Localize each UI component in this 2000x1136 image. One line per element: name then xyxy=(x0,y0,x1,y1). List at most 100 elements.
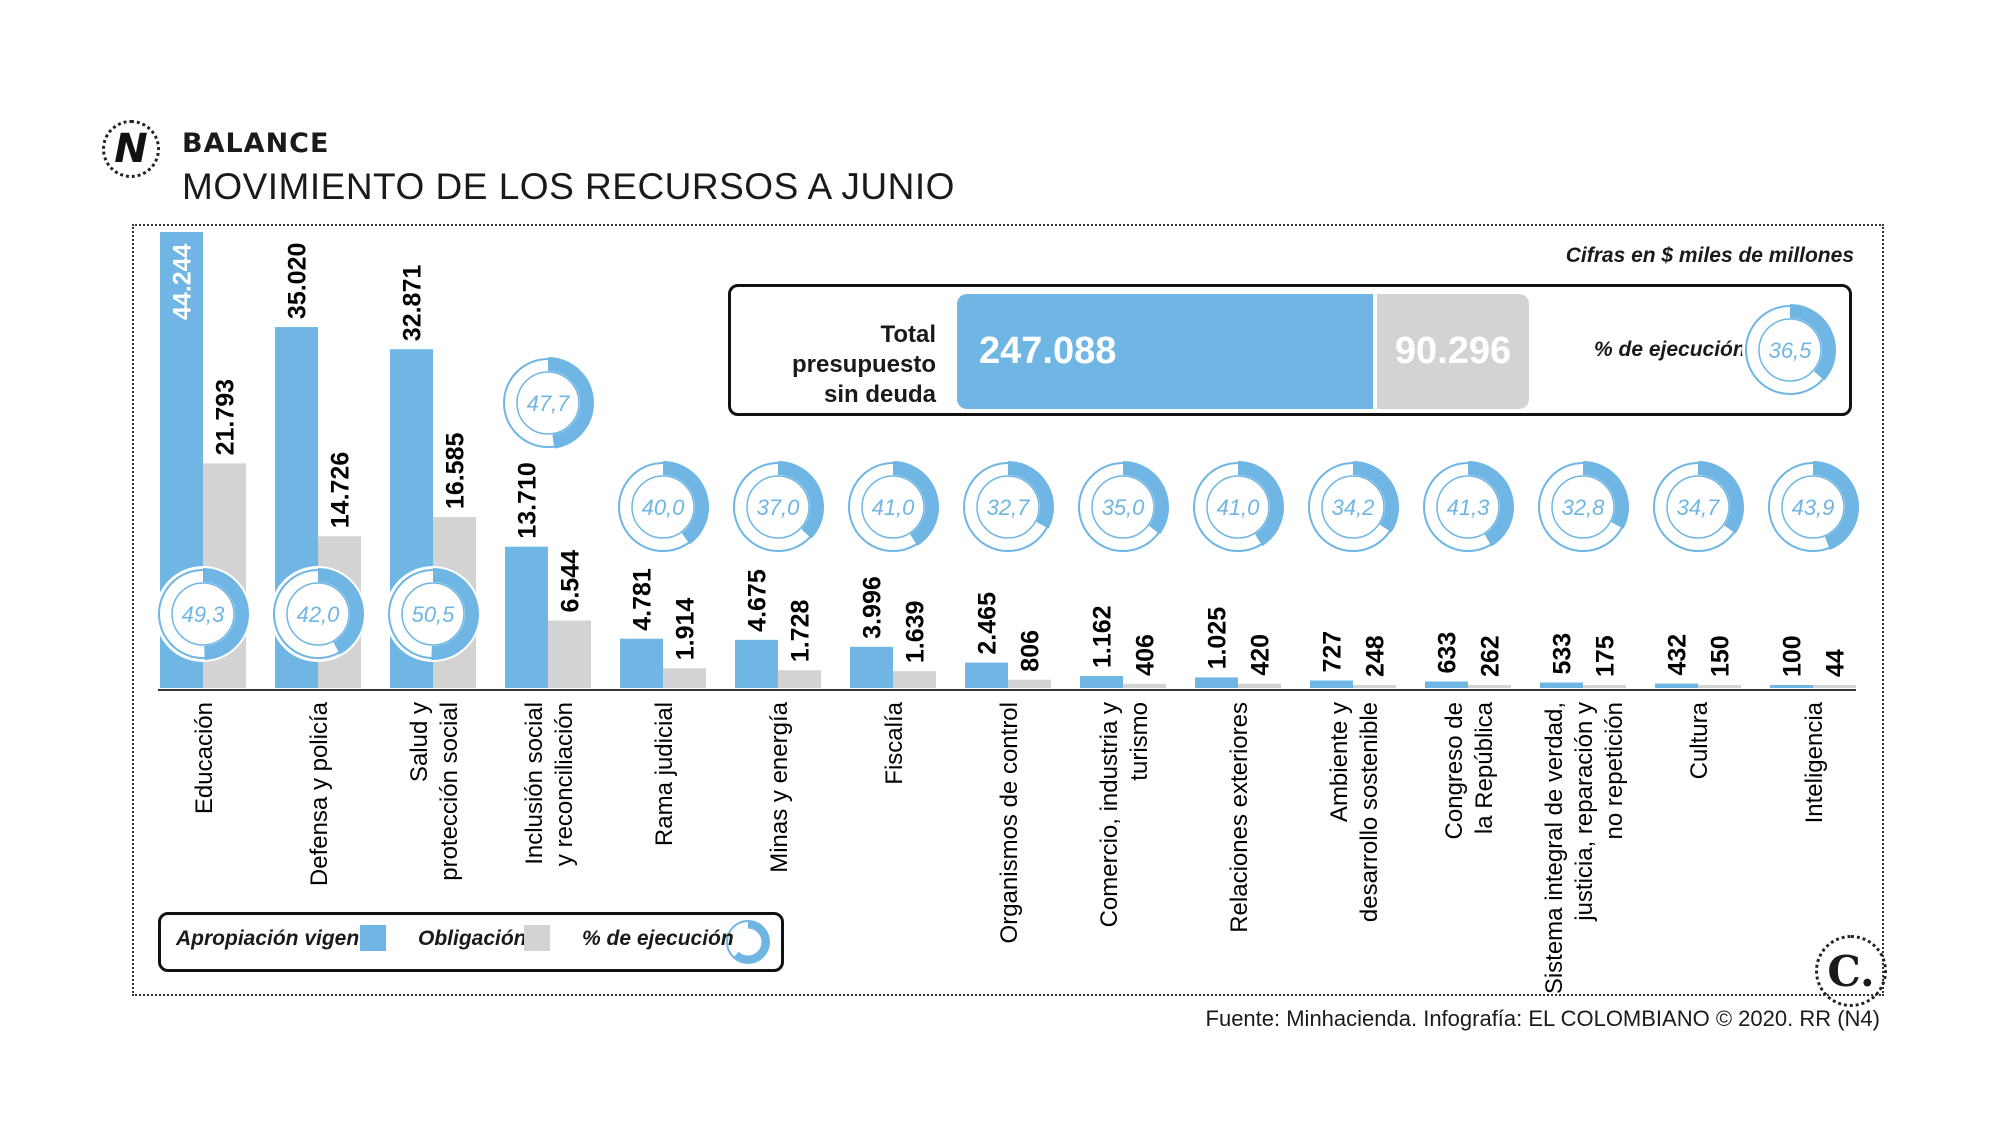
category-label: protección social xyxy=(436,702,463,881)
bar-obligacion xyxy=(1698,685,1741,688)
category-label: Relaciones exteriores xyxy=(1226,702,1253,933)
category-label: Organismos de control xyxy=(996,702,1023,943)
legend-obligacion-swatch xyxy=(524,925,550,951)
pct-donut-inner xyxy=(1436,475,1500,539)
value-label-apropiacion: 13.710 xyxy=(514,462,542,538)
bar-apropiacion xyxy=(620,638,663,688)
legend-obligacion-label: Obligación xyxy=(418,927,527,950)
value-label-apropiacion: 35.020 xyxy=(284,243,312,319)
pct-donut-arc xyxy=(157,568,249,660)
pct-donut-inner xyxy=(1321,475,1385,539)
total-pct-label: % de ejecución xyxy=(1594,338,1746,361)
pct-donut-label: 42,0 xyxy=(297,602,341,627)
category-label: Sistema integral de verdad, xyxy=(1541,702,1568,994)
pct-donut-label: 37,0 xyxy=(757,495,801,520)
section-logo-icon: N xyxy=(102,120,160,178)
pct-donut-arc xyxy=(1307,461,1399,553)
value-label-apropiacion: 533 xyxy=(1549,633,1577,675)
total-label: Total presupuesto sin deuda xyxy=(740,320,936,410)
source-note: Fuente: Minhacienda. Infografía: EL COLO… xyxy=(1205,1006,1880,1031)
pct-donut-inner xyxy=(516,371,580,435)
total-label-line1: Total presupuesto xyxy=(791,321,936,378)
pct-donut-inner xyxy=(1091,475,1155,539)
pct-donut-label: 41,0 xyxy=(872,495,916,520)
pct-donut-inner xyxy=(861,475,925,539)
pct-donut-inner xyxy=(1551,475,1615,539)
value-label-obligacion: 1.639 xyxy=(902,601,930,664)
bar-obligacion xyxy=(778,670,821,688)
section-kicker: BALANCE xyxy=(182,128,330,159)
legend-apropiacion-swatch xyxy=(360,925,386,951)
category-label: Salud y xyxy=(406,702,433,782)
value-label-obligacion: 406 xyxy=(1132,634,1160,676)
legend-pct-label: % de ejecución xyxy=(582,927,734,950)
total-summary-box xyxy=(728,284,1852,416)
bar-obligacion xyxy=(1468,685,1511,688)
value-label-apropiacion: 432 xyxy=(1664,634,1692,676)
bar-apropiacion xyxy=(1080,676,1123,688)
pct-donut-arc xyxy=(1077,461,1169,553)
value-label-obligacion: 420 xyxy=(1247,634,1275,676)
total-apropiacion-bar: 247.088 xyxy=(957,294,1373,409)
legend xyxy=(158,912,784,972)
pct-donut-inner xyxy=(171,582,235,646)
pct-donut-label: 41,3 xyxy=(1447,495,1491,520)
total-pct-donut-arc xyxy=(1744,304,1836,396)
value-label-apropiacion: 4.781 xyxy=(629,568,657,631)
pct-donut-inner xyxy=(976,475,1040,539)
total-label-line2: sin deuda xyxy=(823,381,936,408)
value-label-obligacion: 248 xyxy=(1362,635,1390,677)
chart-title: MOVIMIENTO DE LOS RECURSOS A JUNIO xyxy=(182,166,955,207)
bar-apropiacion xyxy=(850,646,893,688)
legend-donut-arc xyxy=(727,921,769,963)
value-label-obligacion: 44 xyxy=(1822,649,1850,677)
category-label: Minas y energía xyxy=(766,701,793,872)
pct-donut-inner xyxy=(1666,475,1730,539)
category-label: Educación xyxy=(191,702,218,814)
value-label-obligacion: 262 xyxy=(1477,635,1505,677)
pct-donut-label: 50,5 xyxy=(412,602,456,627)
category-label: Defensa y policía xyxy=(306,701,333,886)
category-label: Inteligencia xyxy=(1801,701,1828,823)
pct-donut-inner xyxy=(401,582,465,646)
category-label: Comercio, industria y xyxy=(1096,702,1123,927)
value-label-obligacion: 1.728 xyxy=(787,600,815,663)
pct-donut-label: 35,0 xyxy=(1102,495,1146,520)
pct-donut-label: 49,3 xyxy=(182,602,226,627)
total-pct-donut-label: 36,5 xyxy=(1769,338,1813,363)
value-label-obligacion: 806 xyxy=(1017,630,1045,672)
total-pct-donut-inner xyxy=(1758,318,1822,382)
pct-donut-inner xyxy=(1206,475,1270,539)
pct-donut-arc xyxy=(732,461,824,553)
pct-donut-arc xyxy=(387,568,479,660)
pct-donut-inner xyxy=(1781,475,1845,539)
pct-donut-label: 34,2 xyxy=(1332,495,1375,520)
value-label-apropiacion: 3.996 xyxy=(859,576,887,639)
bar-obligacion xyxy=(548,620,591,688)
value-label-apropiacion: 32.871 xyxy=(399,265,427,342)
pct-donut-label: 32,8 xyxy=(1562,495,1606,520)
category-label: la República xyxy=(1471,701,1498,834)
value-label-apropiacion: 100 xyxy=(1779,635,1807,677)
bar-obligacion xyxy=(1123,683,1166,688)
pct-donut-label: 34,7 xyxy=(1677,495,1721,520)
pct-donut-arc xyxy=(1537,461,1629,553)
value-label-obligacion: 1.914 xyxy=(672,598,700,661)
pct-donut-arc xyxy=(1767,461,1859,553)
value-label-obligacion: 150 xyxy=(1707,635,1735,677)
category-label: Cultura xyxy=(1686,701,1713,779)
category-label: no repetición xyxy=(1601,702,1628,839)
bar-apropiacion xyxy=(1540,682,1583,688)
value-label-obligacion: 16.585 xyxy=(442,433,470,510)
dotted-frame xyxy=(132,224,1884,996)
bar-obligacion xyxy=(893,671,936,688)
pct-donut-inner xyxy=(631,475,695,539)
bar-apropiacion xyxy=(1425,681,1468,688)
value-label-apropiacion: 4.675 xyxy=(744,569,772,632)
bar-obligacion xyxy=(1008,679,1051,688)
pct-donut-arc xyxy=(272,568,364,660)
value-label-obligacion: 6.544 xyxy=(557,550,585,613)
pct-donut-label: 32,7 xyxy=(987,495,1031,520)
legend-donut-track xyxy=(726,920,770,964)
